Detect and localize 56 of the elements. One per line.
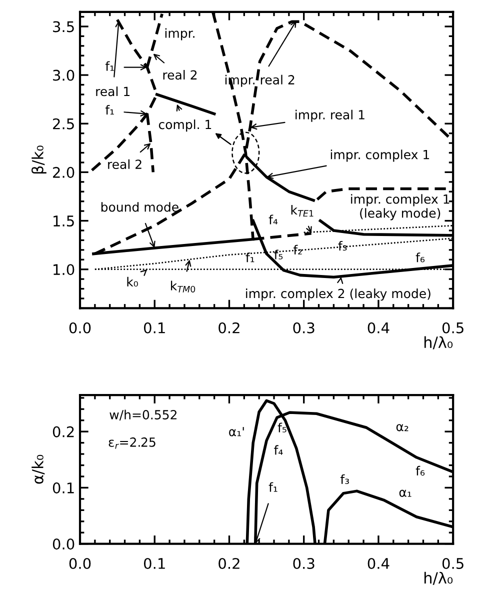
annotation: f₅	[278, 422, 286, 432]
annotation: f₄	[268, 214, 278, 224]
annotation: w/h=0.552	[110, 410, 176, 420]
x-tick-label: 0.5	[442, 322, 464, 334]
y-axis-title: α/k₀	[32, 454, 45, 484]
annotation: k$_{TE1}$	[291, 205, 314, 217]
annotation: f₃	[340, 474, 349, 484]
annotation: impr. complex 1 (leaky mode)	[351, 194, 450, 220]
y-tick-label: 0.2	[52, 426, 74, 438]
x-tick-label: 0.5	[442, 558, 464, 570]
annotation: f₁	[105, 104, 114, 114]
x-tick-label: 0.2	[218, 322, 240, 334]
annotation: f₆	[416, 252, 425, 262]
x-tick-label: 0.3	[293, 322, 314, 334]
annotation: f₁	[105, 61, 114, 71]
x-axis-title: h/λ₀	[424, 572, 453, 585]
annotation: real 2	[163, 70, 197, 80]
annotation: real 2	[108, 159, 142, 170]
annotation: k₀	[127, 276, 138, 287]
annotation: f₁	[246, 252, 254, 262]
x-tick-label: 0.0	[69, 322, 91, 334]
y-tick-label: 3.5	[53, 21, 74, 32]
x-axis-title: h/λ₀	[424, 336, 453, 350]
y-tick-label: 2.5	[53, 118, 74, 130]
annotation: f₁	[268, 482, 278, 492]
annotation: α₁'	[229, 427, 244, 436]
annotation: α₁	[399, 490, 412, 497]
annotation: impr.	[165, 28, 194, 40]
y-tick-label: 3.0	[53, 70, 74, 81]
annotation: f₅	[274, 250, 283, 260]
annotation: α₂	[396, 424, 408, 432]
y-tick-label: 2.0	[53, 166, 74, 178]
y-tick-label: 1.5	[54, 216, 74, 227]
x-tick-label: 0.2	[218, 558, 240, 570]
y-tick-label: 0.1	[52, 482, 74, 494]
annotation: impr. real 1	[296, 110, 364, 122]
x-tick-label: 0.1	[144, 558, 165, 570]
annotation: f₄	[274, 445, 283, 455]
annotation: f₂	[293, 244, 302, 254]
annotation: compl. 1	[158, 120, 212, 132]
x-tick-label: 0.4	[368, 558, 390, 570]
y-tick-label: 1.0	[54, 264, 74, 276]
annotation: ε$_{r}$=2.25	[108, 437, 156, 449]
y-tick-label: 0.0	[52, 538, 74, 550]
annotation: bound mode	[101, 202, 178, 212]
x-tick-label: 0.4	[368, 322, 390, 334]
x-tick-label: 0.1	[144, 322, 165, 334]
annotation: f₃	[338, 240, 347, 251]
annotation: k$_{TM0}$	[170, 280, 196, 292]
annotation: real 1	[96, 86, 130, 96]
x-tick-label: 0.0	[69, 558, 91, 570]
annotation: impr. complex 1	[330, 150, 430, 162]
annotation: impr. complex 2 (leaky mode)	[246, 288, 430, 301]
x-tick-label: 0.3	[293, 558, 314, 570]
annotation: f₆	[416, 466, 425, 476]
y-axis-title: β/k₀	[32, 146, 46, 174]
